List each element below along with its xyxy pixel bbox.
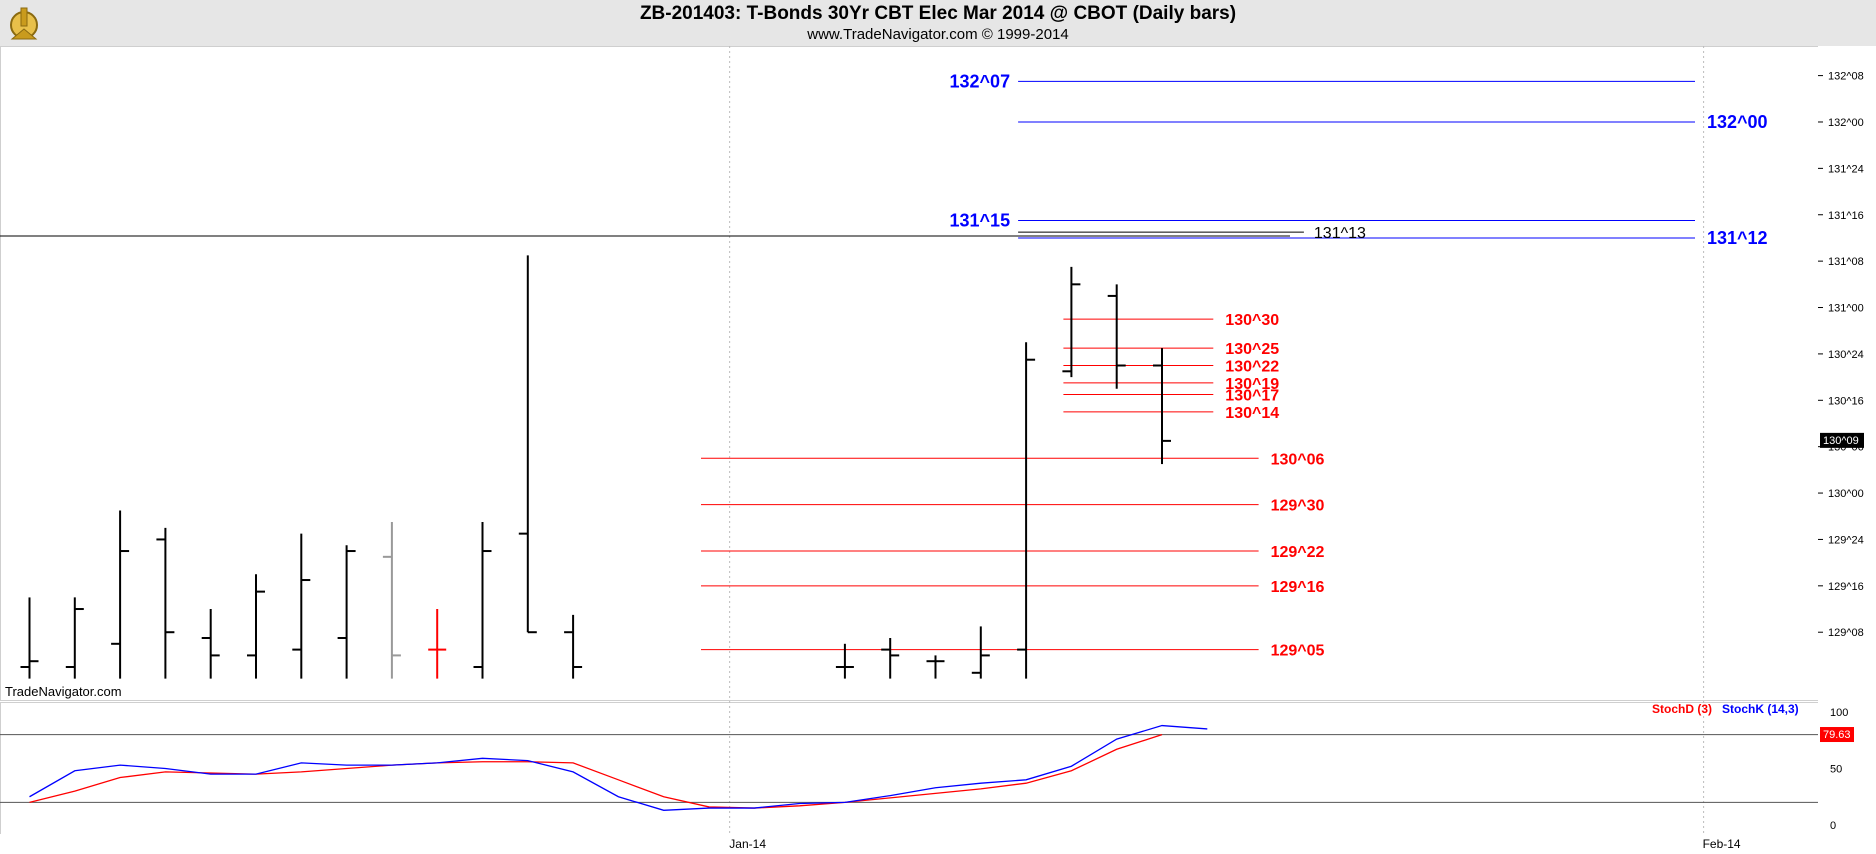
price-axis-label: 130^00 <box>1828 488 1864 500</box>
price-axis-label: 131^16 <box>1828 210 1864 222</box>
stochastic-panel <box>0 702 1819 835</box>
price-axis-label: 129^08 <box>1828 627 1864 639</box>
ohlc-bar <box>1153 348 1171 465</box>
price-axis-label: 132^00 <box>1828 117 1864 129</box>
level-label: 129^30 <box>1271 498 1325 515</box>
ohlc-bar <box>337 545 356 679</box>
price-axis-label: 131^08 <box>1828 256 1864 268</box>
ohlc-bar <box>564 614 583 679</box>
chart-subtitle: www.TradeNavigator.com © 1999-2014 <box>807 26 1069 43</box>
ohlc-bar <box>1107 284 1126 389</box>
price-axis-label: 130^16 <box>1828 395 1864 407</box>
level-label: 130^30 <box>1225 312 1279 329</box>
time-axis-panel <box>0 834 1818 854</box>
ohlc-bar <box>835 643 854 679</box>
stochastic-axis-label: 100 <box>1830 707 1848 719</box>
level-label: 129^22 <box>1271 544 1325 561</box>
level-label: 130^25 <box>1225 341 1279 358</box>
ohlc-bar <box>1017 342 1036 679</box>
stochastic-series-stochd <box>29 733 1163 809</box>
legend-stochd: StochD (3) <box>1652 702 1712 716</box>
ohlc-bar <box>428 609 447 679</box>
ohlc-bar <box>926 655 945 679</box>
level-label: 130^22 <box>1225 359 1279 376</box>
level-label: 131^15 <box>950 211 1011 231</box>
price-axis-panel <box>1818 46 1876 854</box>
level-label: 131^13 <box>1314 225 1366 242</box>
stochastic-axis-label: 0 <box>1830 820 1836 832</box>
level-label: 132^00 <box>1707 112 1768 132</box>
legend-stochk: StochK (14,3) <box>1722 702 1799 716</box>
ohlc-bar <box>156 527 175 679</box>
price-axis-label: 131^24 <box>1828 163 1864 175</box>
ohlc-bar <box>518 255 537 634</box>
level-label: 130^17 <box>1225 387 1279 404</box>
level-label: 130^06 <box>1271 451 1325 468</box>
level-label: 130^19 <box>1225 376 1279 393</box>
ohlc-bar <box>382 522 401 679</box>
ohlc-bar <box>971 626 990 679</box>
level-label: 131^12 <box>1707 228 1768 248</box>
ohlc-bar <box>1062 266 1081 378</box>
chart-title: ZB-201403: T-Bonds 30Yr CBT Elec Mar 201… <box>639 3 1237 24</box>
ohlc-bar <box>20 597 39 679</box>
level-label: 130^14 <box>1225 405 1279 422</box>
level-label: 129^05 <box>1271 643 1325 660</box>
ohlc-bar <box>292 533 311 679</box>
ohlc-bar <box>881 638 900 679</box>
title-bar: ZB-201403: T-Bonds 30Yr CBT Elec Mar 201… <box>0 0 1876 46</box>
last-price-box <box>1820 432 1864 448</box>
ohlc-bar <box>111 510 130 679</box>
ohlc-bar <box>65 597 84 679</box>
watermark-text: TradeNavigator.com <box>5 684 122 699</box>
price-axis-label: 129^16 <box>1828 581 1864 593</box>
level-label: 129^16 <box>1271 579 1325 596</box>
ohlc-bar <box>247 574 265 679</box>
level-label: 132^07 <box>950 71 1011 91</box>
x-tick-label: Jan-14 <box>729 837 766 851</box>
price-axis-label: 131^00 <box>1828 303 1864 315</box>
trade-navigator-logo-icon <box>10 7 38 40</box>
price-axis-label: 132^08 <box>1828 71 1864 83</box>
stochastic-axis-label: 50 <box>1830 764 1842 776</box>
price-panel <box>0 46 1819 701</box>
last-price-label: 130^09 <box>1823 435 1859 447</box>
stochastic-last-box <box>1820 727 1854 743</box>
ohlc-bar <box>201 609 220 679</box>
price-axis-label: 129^24 <box>1828 534 1864 546</box>
price-axis-label: 130^24 <box>1828 349 1864 361</box>
ohlc-bar <box>473 522 492 679</box>
stochastic-series-stochk <box>29 724 1208 811</box>
x-tick-label: Feb-14 <box>1703 837 1741 851</box>
stochastic-last-label: 79.63 <box>1823 729 1851 741</box>
